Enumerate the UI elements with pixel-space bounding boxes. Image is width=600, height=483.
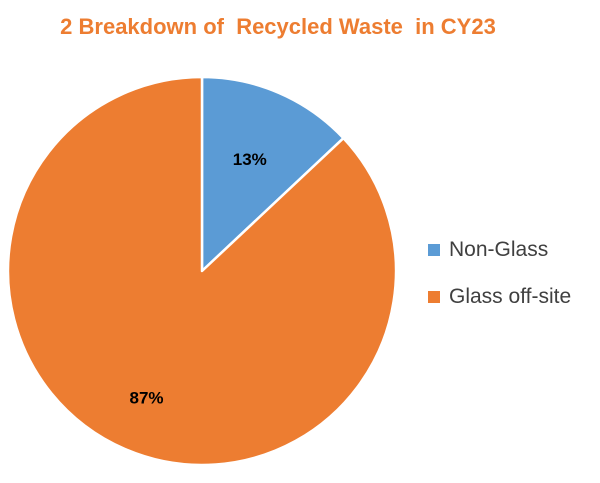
legend-swatch-glass-off-site [428,291,440,303]
legend-swatch-non-glass [428,244,440,256]
legend: Non-Glass Glass off-site [428,236,571,330]
pie-slice-non-glass [200,75,345,273]
legend-label-non-glass: Non-Glass [449,238,549,261]
pie-label-glass-off-site: 87% [130,389,164,408]
pie-slices [6,75,398,467]
pie-slice-labels: 13% 87% [130,150,267,408]
pie-label-non-glass: 13% [233,150,267,169]
chart-title: 2 Breakdown of Recycled Waste in CY23 [60,14,496,39]
legend-label-glass-off-site: Glass off-site [449,285,572,308]
legend-item-glass-off-site: Glass off-site [428,283,571,311]
pie-slice-glass-off-site [6,75,398,467]
legend-item-non-glass: Non-Glass [428,236,571,264]
